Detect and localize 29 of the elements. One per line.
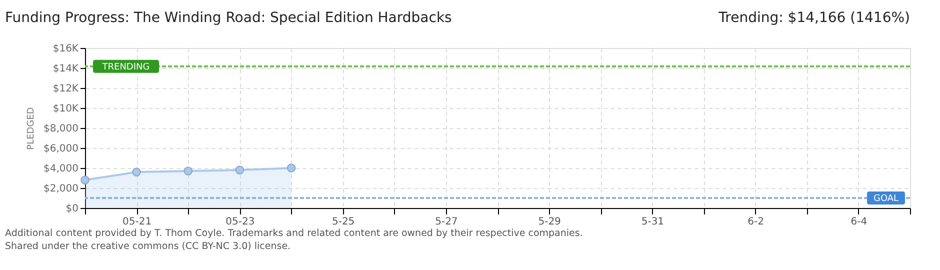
y-tick-label: $8,000: [44, 124, 78, 134]
y-tick-label: $0: [66, 204, 78, 214]
y-tick-label: $10K: [52, 104, 79, 114]
text: Shared under the creative commons (CC BY-NC 3.0) license.: [5, 241, 291, 252]
x-tick-label: 5-31: [641, 216, 664, 228]
y-axis-title: PLEDGED: [26, 107, 37, 150]
x-tick-label: 05-21: [122, 216, 152, 228]
x-tick-label: 5-29: [538, 216, 561, 228]
y-tick-label: $16K: [52, 44, 79, 54]
x-tick-label: 6-2: [748, 216, 764, 228]
y-tick-label: $2,000: [44, 184, 78, 194]
point: [184, 166, 192, 176]
point: [80, 176, 90, 184]
y-tick-label: $4,000: [44, 164, 78, 174]
x-tick-label: 5-27: [435, 216, 458, 228]
y-tick-label: $12K: [52, 84, 79, 94]
point: [235, 166, 244, 174]
y-tick-label: $14K: [52, 64, 79, 74]
point: [286, 164, 296, 172]
chart-title: Funding Progress: The Winding Road: Special Edition Hardbacks: [5, 10, 452, 26]
point: [132, 168, 141, 176]
x-tick-label: 6-4: [850, 216, 868, 228]
text: Additional content provided by T. Thom Coyle. Trademarks and related content are owned by their respective companies.: [5, 228, 583, 239]
x-tick-label: 5-25: [332, 216, 355, 228]
y-tick-label: $6,000: [44, 144, 78, 154]
x-tick-label: 05-23: [226, 216, 255, 228]
ref-line-label: TRENDING: [101, 62, 150, 72]
text: Trending: $14,166 (1416%): [718, 10, 910, 26]
ref-line-label: GOAL: [873, 194, 899, 204]
